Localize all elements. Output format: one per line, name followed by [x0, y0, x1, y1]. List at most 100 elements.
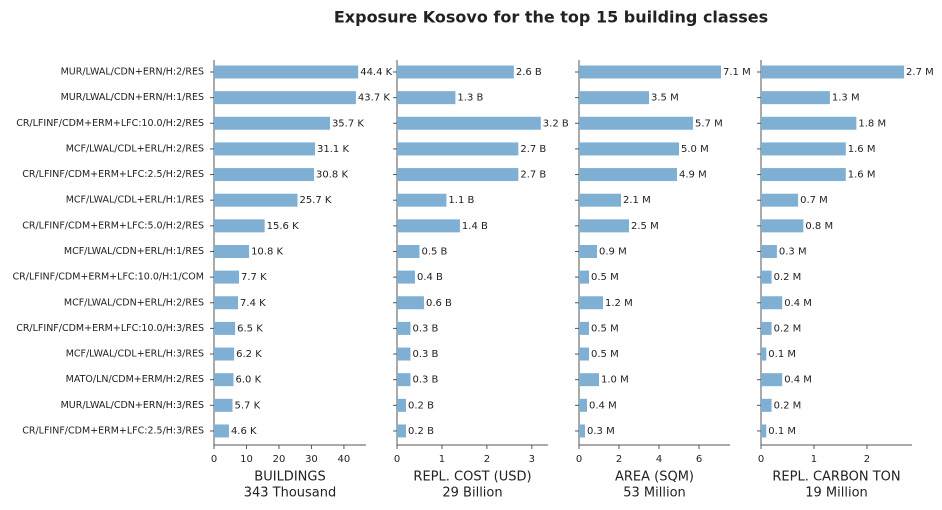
- x-axis-label: BUILDINGS: [254, 470, 325, 485]
- value-label: 30.8 K: [316, 170, 348, 181]
- bar: [397, 398, 406, 412]
- category-label: MCF/LWAL/CDL+ERL/H:1/RES: [66, 195, 204, 206]
- bar: [761, 91, 830, 105]
- bar: [214, 296, 239, 310]
- x-tick-label: 0: [758, 454, 764, 465]
- x-tick-label: 40: [338, 454, 351, 465]
- category-label: MUR/LWAL/CDN+ERN/H:1/RES: [61, 92, 204, 103]
- value-label: 2.7 B: [520, 144, 546, 155]
- value-label: 0.6 B: [426, 298, 452, 309]
- value-label: 0.2 M: [774, 400, 802, 411]
- bar: [397, 65, 514, 79]
- category-label: CR/LFINF/CDM+ERM+LFC:2.5/H:2/RES: [22, 169, 204, 180]
- value-label: 0.8 M: [805, 221, 833, 232]
- bar: [579, 168, 677, 182]
- category-label: CR/LFINF/CDM+ERM+LFC:2.5/H:3/RES: [22, 425, 204, 436]
- bar: [579, 91, 649, 105]
- x-tick-label: 30: [305, 454, 318, 465]
- value-label: 1.6 M: [848, 144, 876, 155]
- x-tick-label: 10: [240, 454, 253, 465]
- value-label: 6.5 K: [237, 323, 263, 334]
- x-tick-label: 6: [696, 454, 702, 465]
- chart-title: Exposure Kosovo for the top 15 building …: [334, 8, 768, 27]
- bar: [761, 65, 905, 79]
- value-label: 7.7 K: [241, 272, 267, 283]
- bar: [397, 142, 519, 156]
- bar: [579, 244, 597, 258]
- value-label: 15.6 K: [267, 221, 299, 232]
- bar: [397, 91, 456, 105]
- bar: [579, 116, 693, 130]
- x-tick-label: 20: [273, 454, 286, 465]
- bar: [579, 270, 589, 284]
- bar: [214, 424, 229, 438]
- bar: [397, 347, 411, 361]
- bar: [579, 219, 629, 233]
- value-label: 0.4 M: [784, 298, 812, 309]
- bar: [397, 270, 415, 284]
- bar: [397, 244, 420, 258]
- value-label: 35.7 K: [332, 118, 364, 129]
- x-tick-label: 0: [211, 454, 217, 465]
- value-label: 0.4 M: [589, 400, 617, 411]
- x-tick-label: 1: [811, 454, 817, 465]
- value-label: 0.4 B: [417, 272, 443, 283]
- x-axis-label: REPL. COST (USD): [413, 470, 531, 485]
- value-label: 0.3 B: [412, 349, 438, 360]
- value-label: 1.4 B: [462, 221, 488, 232]
- x-tick-label: 2: [864, 454, 870, 465]
- value-label: 2.5 M: [631, 221, 659, 232]
- bar: [214, 373, 234, 387]
- value-label: 0.7 M: [800, 195, 828, 206]
- bar: [579, 424, 585, 438]
- value-label: 0.3 B: [412, 375, 438, 386]
- bar: [397, 168, 519, 182]
- bar: [214, 219, 265, 233]
- bar: [397, 296, 424, 310]
- bar: [761, 347, 767, 361]
- value-label: 1.2 M: [605, 298, 633, 309]
- bar: [761, 321, 772, 335]
- value-label: 0.3 B: [412, 323, 438, 334]
- value-label: 2.6 B: [516, 67, 542, 78]
- x-axis-total: 29 Billion: [442, 486, 502, 501]
- value-label: 0.5 M: [591, 323, 619, 334]
- value-label: 1.0 M: [601, 375, 629, 386]
- value-label: 0.1 M: [768, 349, 796, 360]
- value-label: 25.7 K: [299, 195, 331, 206]
- category-label: CR/LFINF/CDM+ERM+LFC:5.0/H:2/RES: [22, 220, 204, 231]
- value-label: 1.6 M: [848, 170, 876, 181]
- bar: [761, 219, 804, 233]
- value-label: 6.2 K: [236, 349, 262, 360]
- x-axis-total: 19 Million: [805, 486, 868, 501]
- category-label: MUR/LWAL/CDN+ERN/H:3/RES: [61, 400, 204, 411]
- x-tick-label: 2: [616, 454, 622, 465]
- category-label: MCF/LWAL/CDL+ERL/H:2/RES: [66, 143, 204, 154]
- bar: [761, 398, 772, 412]
- value-label: 0.4 M: [784, 375, 812, 386]
- bar: [761, 373, 783, 387]
- bar: [214, 347, 235, 361]
- category-label: MCF/LWAL/CDN+ERL/H:2/RES: [64, 297, 204, 308]
- category-label: MCF/LWAL/CDN+ERL/H:1/RES: [64, 246, 204, 257]
- x-tick-label: 4: [656, 454, 662, 465]
- value-label: 0.5 M: [591, 349, 619, 360]
- category-label: CR/LFINF/CDM+ERM+LFC:10.0/H:1/COM: [13, 272, 204, 283]
- x-tick-label: 0: [576, 454, 582, 465]
- value-label: 0.5 M: [591, 272, 619, 283]
- bar: [214, 142, 316, 156]
- bar: [579, 373, 599, 387]
- value-label: 10.8 K: [251, 246, 283, 257]
- x-axis-total: 343 Thousand: [244, 486, 337, 501]
- x-tick-label: 1: [439, 454, 445, 465]
- value-label: 44.4 K: [360, 67, 392, 78]
- value-label: 2.7 M: [906, 67, 934, 78]
- value-label: 5.0 M: [681, 144, 709, 155]
- value-label: 5.7 M: [695, 118, 723, 129]
- bar: [579, 398, 587, 412]
- value-label: 1.8 M: [858, 118, 886, 129]
- bar: [761, 270, 772, 284]
- category-label: MUR/LWAL/CDN+ERN/H:2/RES: [61, 67, 204, 78]
- value-label: 0.2 B: [408, 426, 434, 437]
